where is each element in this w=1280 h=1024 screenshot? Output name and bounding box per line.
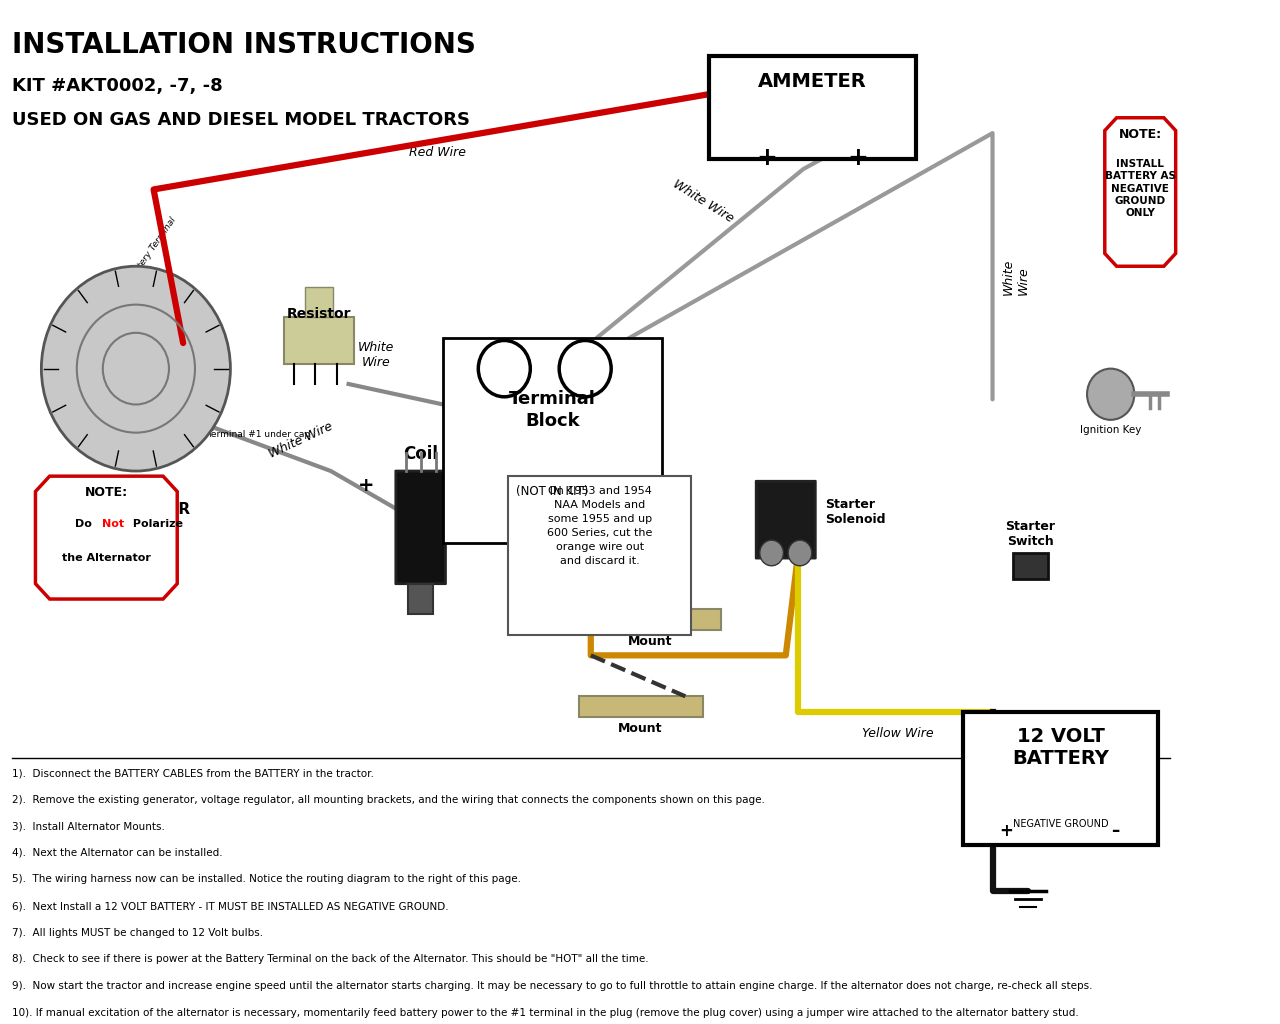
Text: +: + — [358, 476, 375, 496]
FancyBboxPatch shape — [709, 56, 915, 159]
Text: 10). If manual excitation of the alternator is necessary, momentarily feed batte: 10). If manual excitation of the alterna… — [12, 1008, 1079, 1018]
FancyBboxPatch shape — [963, 712, 1158, 845]
Text: INSTALL
BATTERY AS
NEGATIVE
GROUND
ONLY: INSTALL BATTERY AS NEGATIVE GROUND ONLY — [1105, 159, 1176, 218]
Text: USED ON GAS AND DIESEL MODEL TRACTORS: USED ON GAS AND DIESEL MODEL TRACTORS — [12, 111, 470, 129]
Text: 2).  Remove the existing generator, voltage regulator, all mounting brackets, an: 2). Remove the existing generator, volta… — [12, 795, 764, 805]
Text: NEGATIVE GROUND: NEGATIVE GROUND — [1012, 819, 1108, 829]
Text: +: + — [756, 146, 777, 170]
Text: –: – — [458, 476, 468, 496]
FancyBboxPatch shape — [305, 287, 333, 317]
Text: 1).  Disconnect the BATTERY CABLES from the BATTERY in the tractor.: 1). Disconnect the BATTERY CABLES from t… — [12, 768, 374, 778]
Text: –: – — [1111, 821, 1119, 840]
Text: Coil: Coil — [403, 445, 438, 464]
Text: +: + — [998, 821, 1012, 840]
Text: NOTE:: NOTE: — [1119, 128, 1162, 141]
Text: Red Wire: Red Wire — [408, 145, 466, 159]
Text: 4).  Next the Alternator can be installed.: 4). Next the Alternator can be installed… — [12, 848, 223, 858]
Circle shape — [41, 266, 230, 471]
Text: White
Wire: White Wire — [1002, 258, 1030, 295]
FancyBboxPatch shape — [756, 481, 815, 558]
Text: White
Wire: White Wire — [357, 341, 394, 369]
Text: Resistor: Resistor — [287, 307, 351, 322]
Text: AMMETER: AMMETER — [758, 72, 867, 91]
Polygon shape — [1105, 118, 1175, 266]
Text: 9).  Now start the tractor and increase engine speed until the alternator starts: 9). Now start the tractor and increase e… — [12, 981, 1092, 991]
FancyBboxPatch shape — [1012, 553, 1048, 579]
Circle shape — [788, 541, 812, 565]
FancyBboxPatch shape — [284, 317, 355, 364]
Text: White Wire: White Wire — [268, 420, 335, 461]
Text: ALTERNATOR: ALTERNATOR — [81, 502, 191, 517]
Text: Yellow Wire: Yellow Wire — [863, 727, 934, 740]
Text: 3).  Install Alternator Mounts.: 3). Install Alternator Mounts. — [12, 821, 165, 831]
Text: On 1953 and 1954
NAA Models and
some 1955 and up
600 Series, cut the
orange wire: On 1953 and 1954 NAA Models and some 195… — [547, 486, 653, 566]
Text: KIT #AKT0002, -7, -8: KIT #AKT0002, -7, -8 — [12, 77, 223, 95]
Text: NOTE:: NOTE: — [84, 486, 128, 500]
Text: Do: Do — [76, 519, 96, 529]
Text: 7).  All lights MUST be changed to 12 Volt bulbs.: 7). All lights MUST be changed to 12 Vol… — [12, 928, 262, 938]
Text: 6).  Next Install a 12 VOLT BATTERY - IT MUST BE INSTALLED AS NEGATIVE GROUND.: 6). Next Install a 12 VOLT BATTERY - IT … — [12, 901, 448, 911]
Text: Mount: Mount — [627, 635, 672, 648]
Text: Starter
Solenoid: Starter Solenoid — [824, 498, 886, 526]
Text: Cable not
supplied: Cable not supplied — [1000, 754, 1019, 797]
FancyBboxPatch shape — [396, 471, 445, 584]
FancyBboxPatch shape — [443, 338, 662, 543]
Text: Polarize: Polarize — [129, 519, 183, 529]
Text: Terminal #1 under cap: Terminal #1 under cap — [207, 430, 310, 439]
Polygon shape — [36, 476, 177, 599]
Text: White Wire: White Wire — [671, 177, 736, 225]
Circle shape — [760, 541, 783, 565]
Text: Mount: Mount — [618, 722, 663, 735]
FancyBboxPatch shape — [579, 609, 721, 630]
Text: INSTALLATION INSTRUCTIONS: INSTALLATION INSTRUCTIONS — [12, 31, 476, 58]
FancyBboxPatch shape — [579, 696, 703, 717]
Circle shape — [1087, 369, 1134, 420]
Text: the Alternator: the Alternator — [61, 553, 151, 563]
Text: Battery Terminal: Battery Terminal — [128, 215, 178, 282]
Text: Ignition Key: Ignition Key — [1080, 425, 1142, 435]
Text: 8).  Check to see if there is power at the Battery Terminal on the back of the A: 8). Check to see if there is power at th… — [12, 954, 649, 965]
Text: Orange
Wire: Orange Wire — [600, 575, 628, 623]
Text: 5).  The wiring harness now can be installed. Notice the routing diagram to the : 5). The wiring harness now can be instal… — [12, 874, 521, 885]
Text: Starter
Switch: Starter Switch — [1005, 520, 1055, 548]
Text: 12 VOLT
BATTERY: 12 VOLT BATTERY — [1012, 727, 1108, 768]
FancyBboxPatch shape — [408, 584, 433, 614]
Text: (NOT IN KIT): (NOT IN KIT) — [516, 485, 589, 498]
Text: Not: Not — [102, 519, 124, 529]
Text: Terminal
Block: Terminal Block — [509, 389, 595, 430]
FancyBboxPatch shape — [508, 476, 691, 635]
Text: +: + — [847, 146, 868, 170]
